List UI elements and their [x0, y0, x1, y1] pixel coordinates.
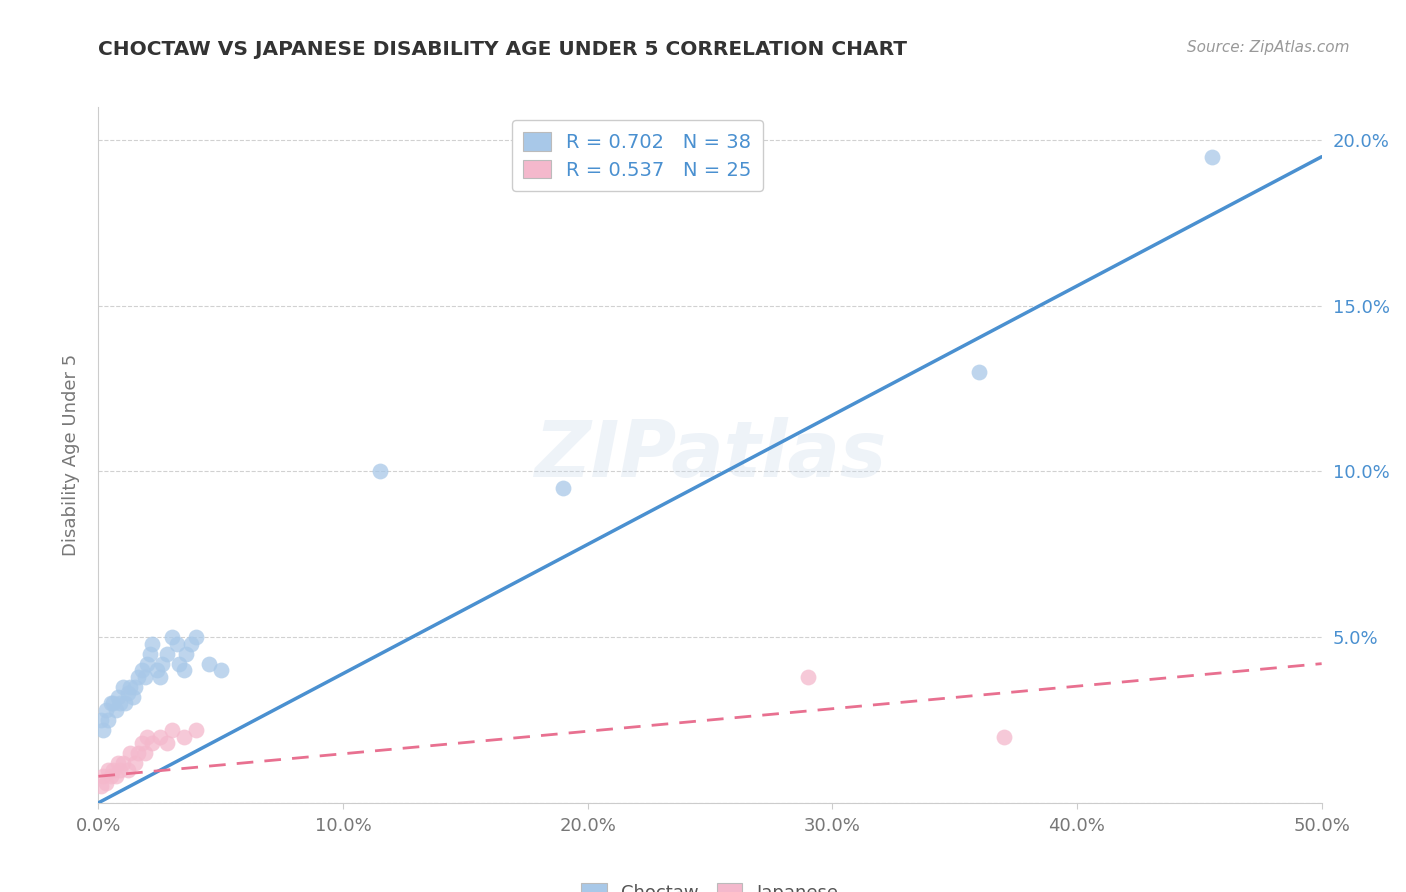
Point: [368, 465, 391, 479]
Point: [120, 746, 142, 760]
Point: [111, 680, 134, 694]
Point: [186, 723, 208, 737]
Legend: Choctaw, Japanese: Choctaw, Japanese: [572, 874, 848, 892]
Point: [97, 713, 120, 727]
Point: [553, 481, 575, 495]
Point: [127, 670, 149, 684]
Point: [90, 779, 112, 793]
Point: [141, 736, 163, 750]
Text: ZIPatlas: ZIPatlas: [534, 417, 886, 493]
Point: [90, 713, 112, 727]
Point: [173, 663, 195, 677]
Point: [134, 670, 156, 684]
Point: [797, 670, 820, 684]
Point: [176, 647, 198, 661]
Point: [197, 657, 219, 671]
Point: [131, 663, 153, 677]
Point: [156, 736, 179, 750]
Point: [156, 647, 179, 661]
Point: [134, 746, 156, 760]
Point: [150, 657, 173, 671]
Point: [139, 647, 162, 661]
Text: Source: ZipAtlas.com: Source: ZipAtlas.com: [1187, 40, 1350, 55]
Point: [1201, 150, 1223, 164]
Point: [131, 736, 153, 750]
Point: [97, 763, 120, 777]
Point: [100, 697, 122, 711]
Point: [146, 663, 169, 677]
Point: [91, 769, 114, 783]
Point: [173, 730, 195, 744]
Point: [160, 723, 183, 737]
Point: [101, 763, 124, 777]
Point: [107, 690, 129, 704]
Point: [114, 697, 136, 711]
Text: CHOCTAW VS JAPANESE DISABILITY AGE UNDER 5 CORRELATION CHART: CHOCTAW VS JAPANESE DISABILITY AGE UNDER…: [98, 40, 907, 59]
Point: [100, 769, 122, 783]
Point: [124, 756, 146, 770]
Point: [94, 776, 117, 790]
Point: [180, 637, 202, 651]
Point: [160, 630, 183, 644]
Point: [117, 686, 139, 700]
Point: [149, 670, 172, 684]
Point: [94, 703, 117, 717]
Point: [104, 769, 127, 783]
Point: [993, 730, 1015, 744]
Point: [104, 703, 127, 717]
Point: [110, 763, 132, 777]
Point: [186, 630, 208, 644]
Point: [107, 756, 129, 770]
Point: [166, 637, 188, 651]
Point: [121, 690, 143, 704]
Point: [127, 746, 149, 760]
Point: [91, 723, 114, 737]
Point: [141, 637, 163, 651]
Point: [117, 763, 139, 777]
Point: [110, 697, 132, 711]
Point: [967, 365, 990, 379]
Point: [124, 680, 146, 694]
Point: [149, 730, 172, 744]
Point: [101, 697, 124, 711]
Point: [167, 657, 190, 671]
Point: [136, 730, 159, 744]
Point: [209, 663, 232, 677]
Point: [120, 680, 142, 694]
Y-axis label: Disability Age Under 5: Disability Age Under 5: [62, 354, 80, 556]
Point: [111, 756, 134, 770]
Point: [136, 657, 159, 671]
